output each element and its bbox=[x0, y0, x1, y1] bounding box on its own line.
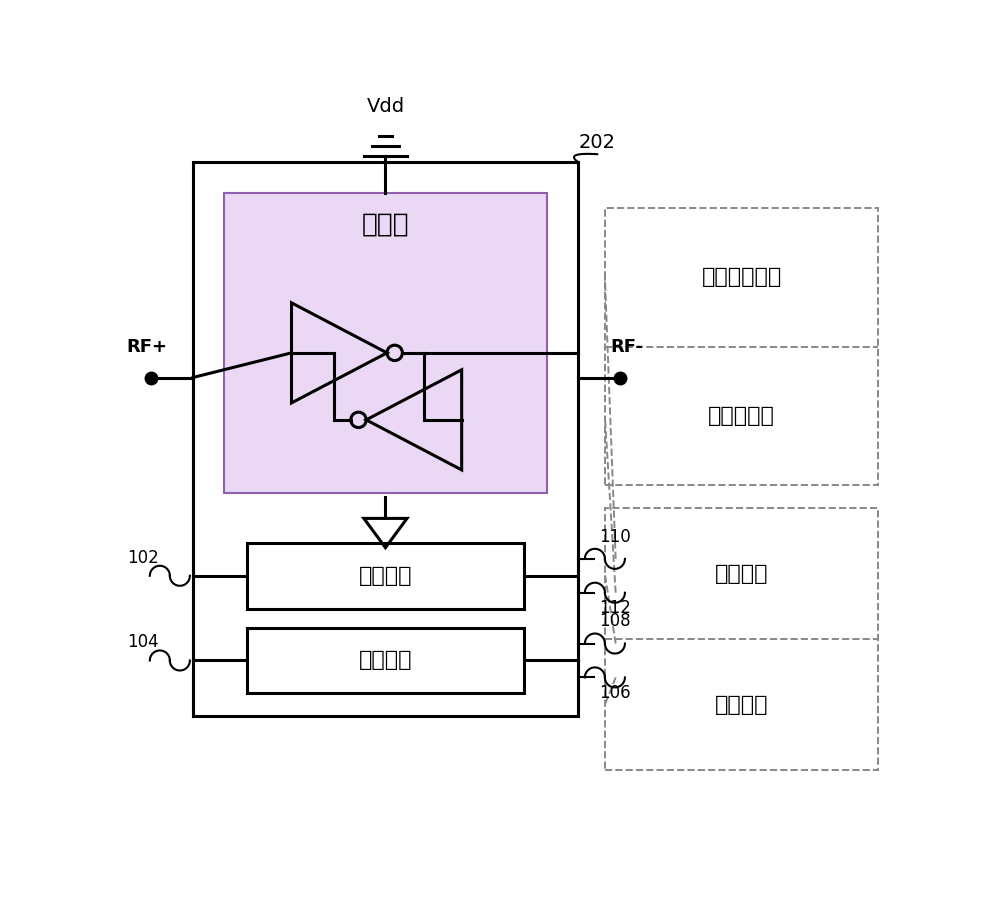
Text: 电容电路: 电容电路 bbox=[359, 566, 412, 586]
Text: 102: 102 bbox=[127, 548, 159, 566]
Bar bbox=[605, 208, 878, 485]
Text: 初始化电路: 初始化电路 bbox=[708, 406, 775, 426]
Text: 放大器: 放大器 bbox=[362, 212, 409, 238]
Bar bbox=[605, 508, 878, 770]
Text: 112: 112 bbox=[600, 598, 631, 616]
Text: 202: 202 bbox=[579, 133, 616, 152]
Bar bbox=[247, 628, 524, 693]
Text: Vdd: Vdd bbox=[366, 96, 405, 116]
Text: 电感电路: 电感电路 bbox=[359, 651, 412, 670]
Text: 104: 104 bbox=[127, 634, 159, 652]
Bar bbox=[247, 543, 524, 608]
Text: 电容分支电路: 电容分支电路 bbox=[701, 267, 782, 287]
Text: RF-: RF- bbox=[610, 338, 643, 356]
Text: 电感元件: 电感元件 bbox=[715, 563, 768, 584]
Text: RF+: RF+ bbox=[126, 338, 167, 356]
Bar bbox=[224, 193, 547, 493]
Text: 106: 106 bbox=[600, 684, 631, 702]
Text: 108: 108 bbox=[600, 612, 631, 630]
Bar bbox=[193, 162, 578, 716]
Text: 开关电路: 开关电路 bbox=[715, 695, 768, 715]
Text: 110: 110 bbox=[600, 527, 631, 545]
